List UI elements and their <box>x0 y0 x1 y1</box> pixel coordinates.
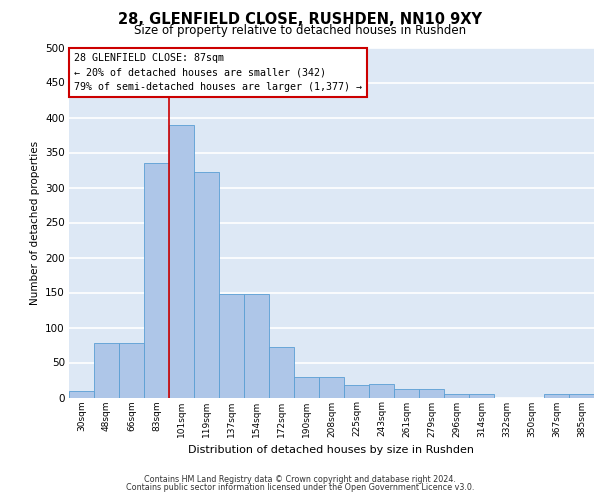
Text: Contains HM Land Registry data © Crown copyright and database right 2024.: Contains HM Land Registry data © Crown c… <box>144 475 456 484</box>
Bar <box>194 172 219 398</box>
Bar <box>344 385 369 398</box>
Bar <box>294 376 319 398</box>
Bar <box>469 394 494 398</box>
Bar <box>169 124 194 398</box>
X-axis label: Distribution of detached houses by size in Rushden: Distribution of detached houses by size … <box>188 445 475 455</box>
Bar <box>369 384 394 398</box>
Bar <box>94 343 119 398</box>
Bar <box>269 347 294 398</box>
Text: Contains public sector information licensed under the Open Government Licence v3: Contains public sector information licen… <box>126 483 474 492</box>
Bar <box>394 389 419 398</box>
Bar <box>144 163 169 398</box>
Bar <box>69 390 94 398</box>
Text: 28, GLENFIELD CLOSE, RUSHDEN, NN10 9XY: 28, GLENFIELD CLOSE, RUSHDEN, NN10 9XY <box>118 12 482 28</box>
Text: 28 GLENFIELD CLOSE: 87sqm
← 20% of detached houses are smaller (342)
79% of semi: 28 GLENFIELD CLOSE: 87sqm ← 20% of detac… <box>74 53 362 92</box>
Bar <box>119 343 144 398</box>
Bar <box>569 394 594 398</box>
Bar <box>219 294 244 398</box>
Bar <box>419 389 444 398</box>
Y-axis label: Number of detached properties: Number of detached properties <box>29 140 40 304</box>
Bar <box>444 394 469 398</box>
Bar <box>544 394 569 398</box>
Bar <box>319 376 344 398</box>
Bar <box>244 294 269 398</box>
Text: Size of property relative to detached houses in Rushden: Size of property relative to detached ho… <box>134 24 466 37</box>
